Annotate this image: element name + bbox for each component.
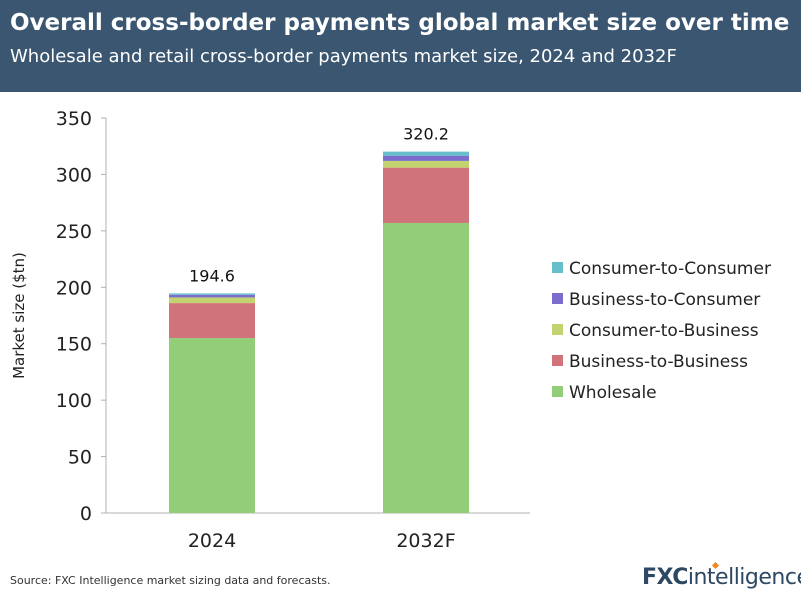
y-tick-label: 200 (56, 277, 92, 299)
legend-swatch (552, 386, 563, 397)
legend-label: Consumer-to-Business (569, 321, 759, 341)
logo-text-bold: FXC (642, 565, 688, 590)
bar-total-label: 194.6 (189, 266, 235, 285)
x-tick-label: 2024 (188, 530, 236, 552)
legend-label: Consumer-to-Consumer (569, 259, 771, 279)
x-tick-label: 2032F (396, 530, 455, 552)
bar-total-label: 320.2 (403, 125, 449, 144)
source-note: Source: FXC Intelligence market sizing d… (10, 574, 331, 587)
y-tick-label: 50 (68, 447, 92, 469)
y-tick-label: 250 (56, 221, 92, 243)
bar-segment-wholesale (169, 338, 255, 513)
y-axis-title: Market size ($tn) (10, 252, 28, 379)
legend-label: Wholesale (569, 383, 657, 403)
bar-segment-consumer-to-consumer (169, 293, 255, 295)
legend-label: Business-to-Consumer (569, 290, 760, 310)
chart-subtitle: Wholesale and retail cross-border paymen… (10, 46, 677, 67)
legend-swatch (552, 293, 563, 304)
y-tick-label: 0 (80, 503, 92, 525)
chart-header: Overall cross-border payments global mar… (0, 0, 801, 92)
legend-swatch (552, 324, 563, 335)
bar-segment-business-to-consumer (383, 155, 469, 161)
bar-segment-consumer-to-consumer (383, 151, 469, 156)
legend-swatch (552, 262, 563, 273)
y-tick-label: 300 (56, 164, 92, 186)
legend-swatch (552, 355, 563, 366)
stacked-bar-chart: 0 50 100 150 200 250 300 350 Market size ($tn) 19… (10, 108, 771, 552)
bar-segment-business-to-business (383, 167, 469, 223)
bar-segment-business-to-consumer (169, 294, 255, 298)
bar-segment-consumer-to-business (169, 297, 255, 304)
y-tick-label: 150 (56, 334, 92, 356)
logo-text-light: intelligence (687, 565, 801, 590)
y-tick-label: 350 (56, 108, 92, 130)
bar-segment-consumer-to-business (383, 160, 469, 168)
bar-segment-wholesale (383, 222, 469, 513)
bar-segment-business-to-business (169, 303, 255, 339)
y-tick-label: 100 (56, 390, 92, 412)
legend-label: Business-to-Business (569, 352, 748, 372)
chart-title: Overall cross-border payments global mar… (10, 10, 790, 36)
fxc-intelligence-logo: FXCintelligence (642, 561, 801, 590)
